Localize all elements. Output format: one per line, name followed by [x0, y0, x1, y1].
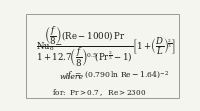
- Text: $\dfrac{\left(\dfrac{f}{8}\right)(\mathrm{Re}-1000)\,\mathrm{Pr}}{1+12.7\!\left(: $\dfrac{\left(\dfrac{f}{8}\right)(\mathr…: [36, 25, 175, 69]
- Text: $\mathrm{Nu_o} =$: $\mathrm{Nu_o} =$: [36, 40, 63, 53]
- Text: $f \ = \ (0.790\,\ln\,\mathrm{Re} - 1.64)^{-2}$: $f \ = \ (0.790\,\ln\,\mathrm{Re} - 1.64…: [67, 70, 169, 83]
- Text: for:  $\mathrm{Pr} > 0.7\,,\ \ \mathrm{Re} > 2300$: for: $\mathrm{Pr} > 0.7\,,\ \ \mathrm{Re…: [52, 87, 147, 98]
- Text: where: where: [60, 73, 84, 81]
